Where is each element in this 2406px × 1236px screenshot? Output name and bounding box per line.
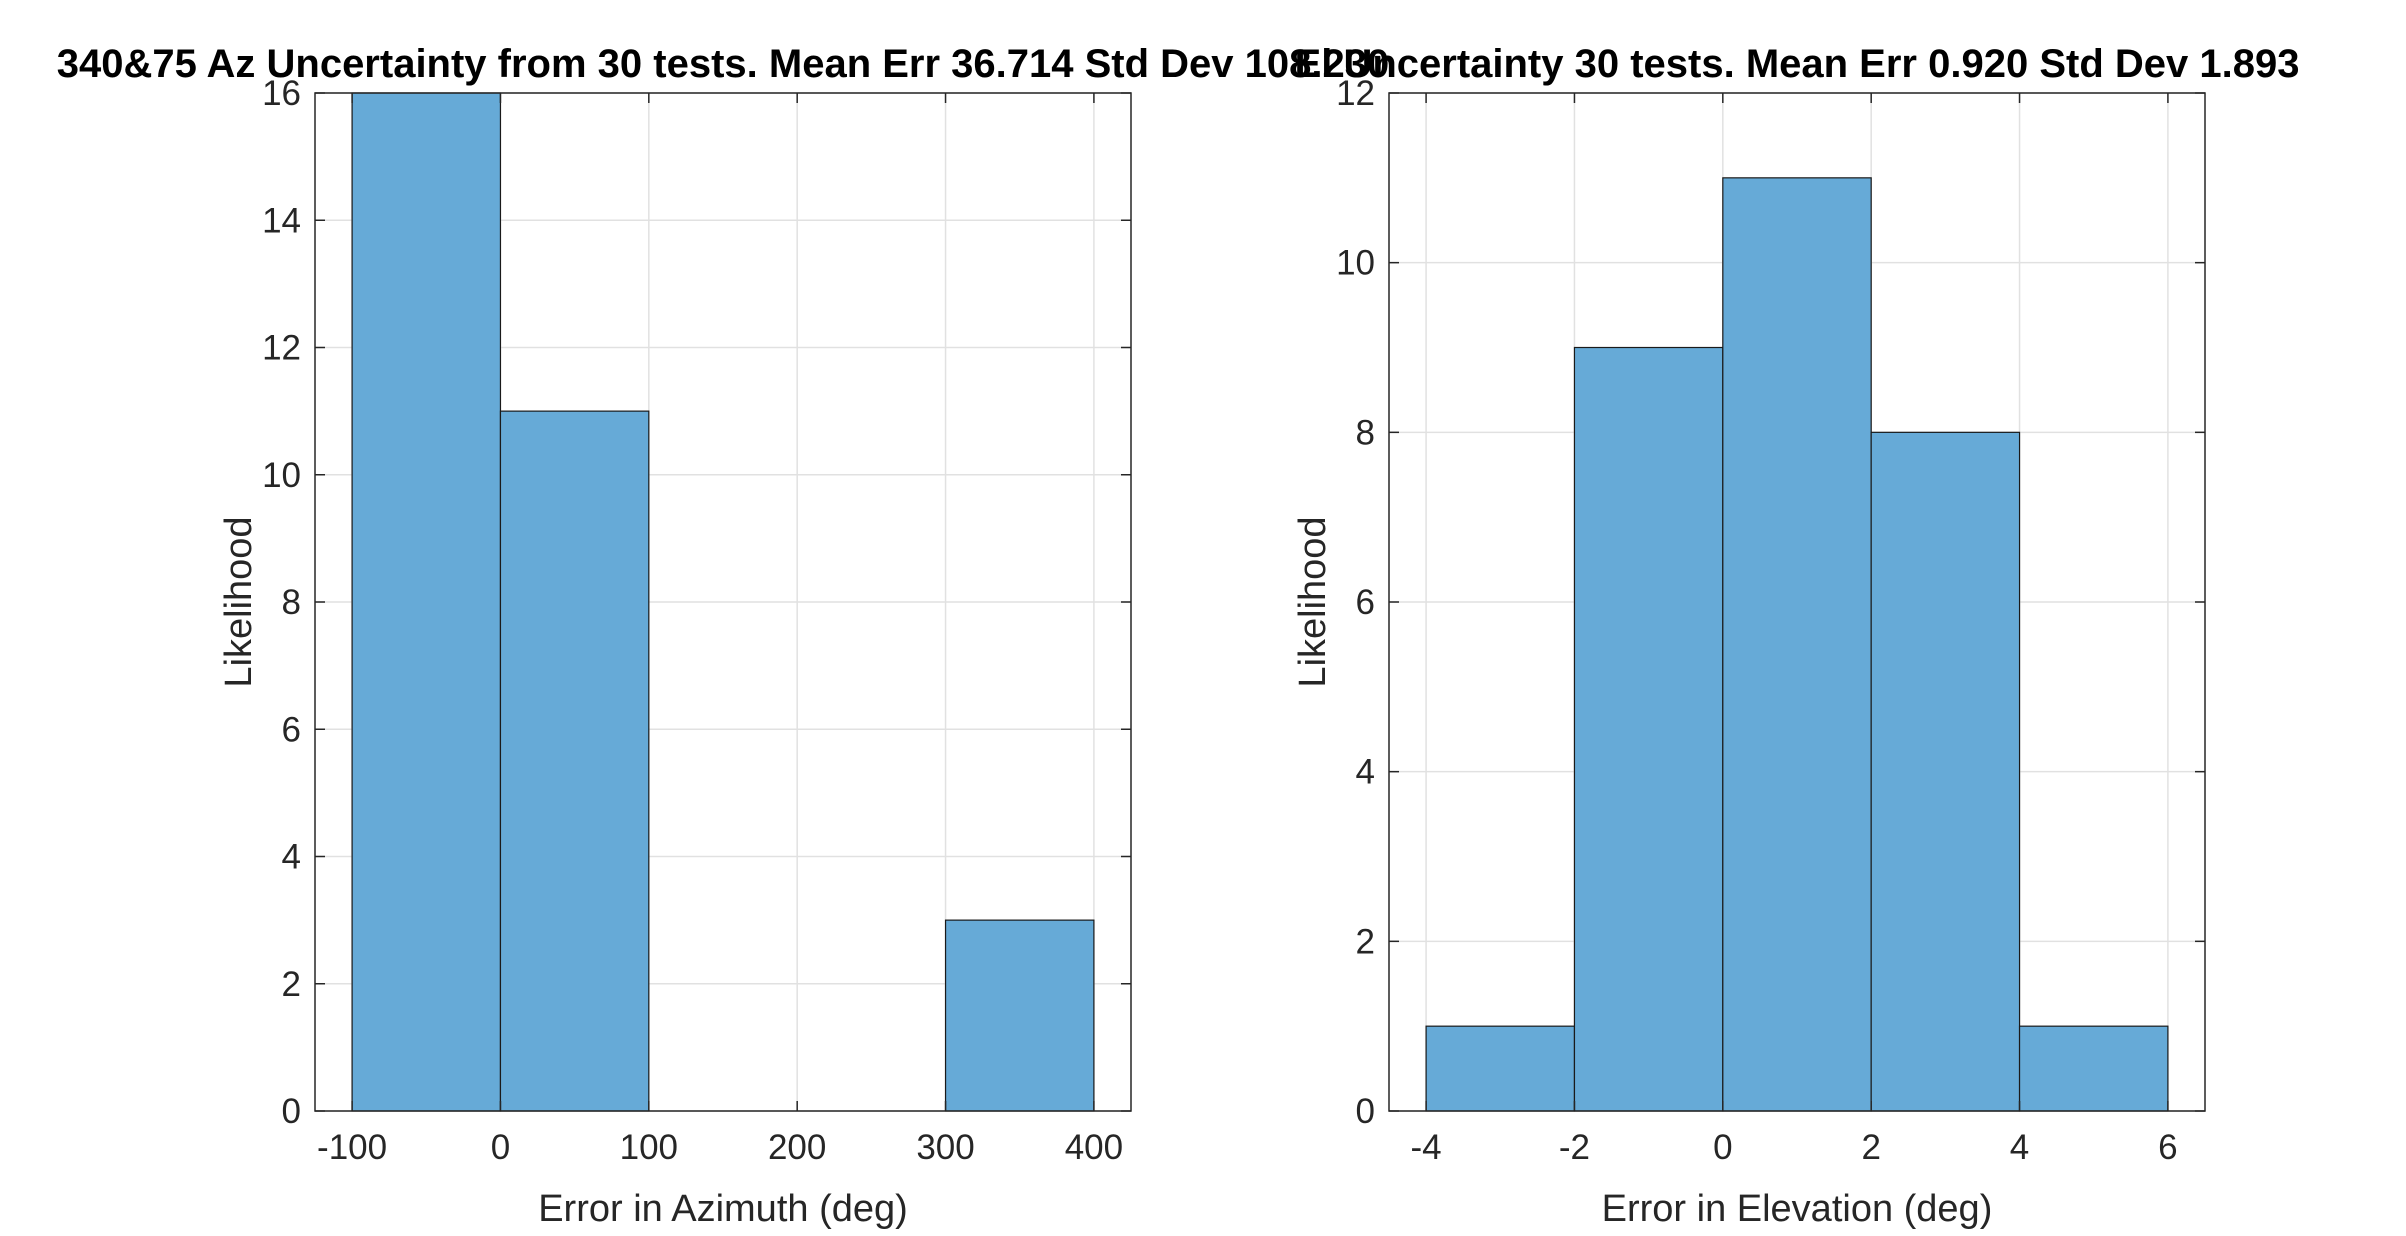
elevation-x-tick-label: 2 bbox=[1861, 1128, 1880, 1167]
azimuth-y-tick-label: 12 bbox=[262, 329, 301, 368]
elevation-x-tick-label: 4 bbox=[2010, 1128, 2029, 1167]
azimuth-y-tick-labels: 0 2 4 6 8 10 12 14 16 bbox=[262, 74, 301, 1131]
elevation-x-tick-labels: -4 -2 0 2 4 6 bbox=[1411, 1128, 2178, 1167]
azimuth-chart-title: 340&75 Az Uncertainty from 30 tests. Mea… bbox=[57, 42, 1390, 86]
elevation-x-tick-label: -2 bbox=[1559, 1128, 1590, 1167]
azimuth-y-axis-label: Likelihood bbox=[218, 516, 260, 687]
azimuth-ticks bbox=[315, 92, 1131, 1112]
elevation-histogram: -4 -2 0 2 4 6 0 2 4 6 8 10 12 Error in Elevation (d… bbox=[1292, 74, 2206, 1230]
azimuth-x-tick-label: 200 bbox=[768, 1128, 826, 1167]
elevation-y-tick-label: 0 bbox=[1356, 1092, 1375, 1131]
azimuth-x-tick-label: 0 bbox=[491, 1128, 510, 1167]
elevation-y-tick-label: 8 bbox=[1356, 413, 1375, 452]
azimuth-x-tick-label: 400 bbox=[1065, 1128, 1123, 1167]
azimuth-histogram: -100 0 100 200 300 400 0 2 4 6 8 10 12 14 16 Error in… bbox=[218, 74, 1132, 1230]
azimuth-bar bbox=[944, 919, 1095, 1112]
elevation-bars bbox=[1425, 177, 2169, 1112]
elevation-y-tick-label: 2 bbox=[1356, 922, 1375, 961]
azimuth-x-tick-label: 300 bbox=[916, 1128, 974, 1167]
elevation-x-axis-label: Error in Elevation (deg) bbox=[1602, 1188, 1993, 1230]
elevation-bar bbox=[1573, 346, 1724, 1112]
azimuth-y-tick-label: 4 bbox=[282, 838, 301, 877]
elevation-bar bbox=[1425, 1025, 1576, 1112]
azimuth-x-axis-label: Error in Azimuth (deg) bbox=[538, 1188, 908, 1230]
elevation-y-tick-label: 12 bbox=[1336, 74, 1375, 113]
elevation-x-tick-label: -4 bbox=[1411, 1128, 1442, 1167]
elevation-bar bbox=[2018, 1025, 2169, 1112]
azimuth-y-tick-label: 6 bbox=[282, 710, 301, 749]
elevation-bar bbox=[1870, 431, 2021, 1112]
elevation-y-tick-label: 4 bbox=[1356, 753, 1375, 792]
azimuth-y-tick-label: 10 bbox=[262, 456, 301, 495]
azimuth-y-tick-label: 2 bbox=[282, 965, 301, 1004]
elevation-y-tick-label: 6 bbox=[1356, 583, 1375, 622]
elevation-x-tick-label: 6 bbox=[2158, 1128, 2177, 1167]
azimuth-y-tick-label: 8 bbox=[282, 583, 301, 622]
azimuth-x-tick-labels: -100 0 100 200 300 400 bbox=[317, 1128, 1123, 1167]
elevation-y-tick-label: 10 bbox=[1336, 244, 1375, 283]
azimuth-bar bbox=[351, 92, 502, 1112]
azimuth-x-tick-label: 100 bbox=[620, 1128, 678, 1167]
azimuth-y-tick-label: 14 bbox=[262, 201, 301, 240]
elevation-bar bbox=[1722, 177, 1872, 1112]
azimuth-y-tick-label: 0 bbox=[282, 1092, 301, 1131]
elevation-y-axis-label: Likelihood bbox=[1292, 516, 1334, 687]
azimuth-bar bbox=[499, 410, 650, 1112]
elevation-y-tick-labels: 0 2 4 6 8 10 12 bbox=[1336, 74, 1375, 1131]
elevation-chart-title: El Uncertainty 30 tests. Mean Err 0.920 … bbox=[1295, 42, 2300, 86]
elevation-x-tick-label: 0 bbox=[1713, 1128, 1732, 1167]
elevation-ticks bbox=[1389, 92, 2205, 1112]
azimuth-x-tick-label: -100 bbox=[317, 1128, 387, 1167]
azimuth-y-tick-label: 16 bbox=[262, 74, 301, 113]
azimuth-bars bbox=[351, 92, 1095, 1112]
